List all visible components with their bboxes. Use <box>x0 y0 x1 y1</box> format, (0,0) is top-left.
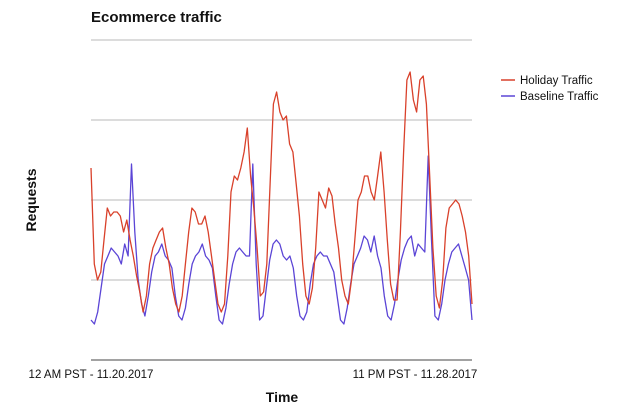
gridlines <box>91 39 472 281</box>
series-line-baseline-traffic <box>90 155 473 325</box>
series-group <box>90 71 473 325</box>
legend-label-baseline-traffic: Baseline Traffic <box>520 91 599 103</box>
y-axis-title: Requests <box>23 168 39 231</box>
series-line-holiday-traffic <box>90 71 473 313</box>
x-tick-label-start: 12 AM PST - 11.20.2017 <box>29 369 154 381</box>
x-axis-title: Time <box>266 389 299 405</box>
legend-label-holiday-traffic: Holiday Traffic <box>520 75 593 87</box>
legend: Holiday Traffic Baseline Traffic <box>501 75 599 103</box>
chart-title: Ecommerce traffic <box>91 9 222 26</box>
x-tick-label-end: 11 PM PST - 11.28.2017 <box>353 369 478 381</box>
